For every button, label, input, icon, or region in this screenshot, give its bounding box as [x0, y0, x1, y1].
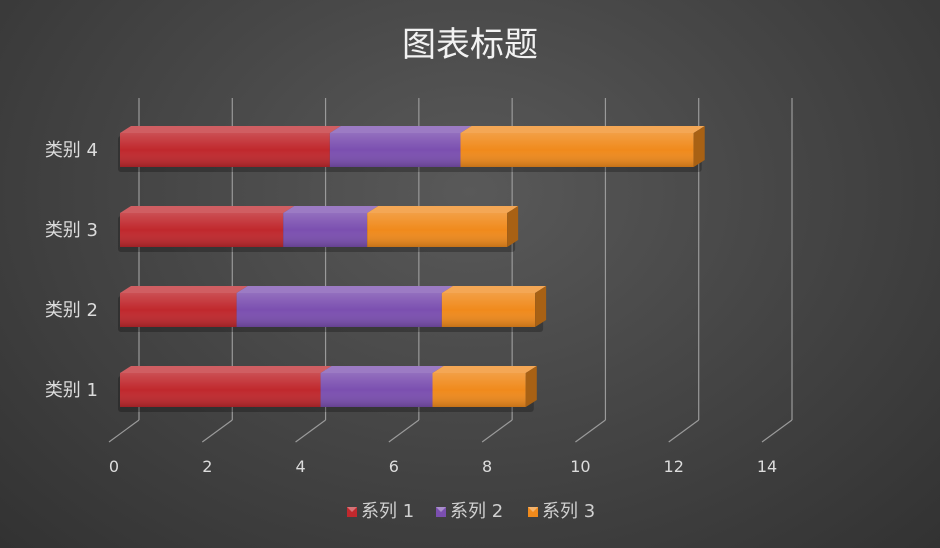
x-tick-label: 8: [482, 457, 492, 476]
x-tick-label: 14: [757, 457, 777, 476]
legend: 系列 1 系列 2 系列 3: [347, 501, 595, 522]
bar-group: [118, 286, 547, 332]
legend-swatch-top: [528, 507, 538, 512]
bar-highlight: [120, 373, 321, 407]
gridline-floor: [668, 419, 700, 443]
bar-highlight: [329, 133, 461, 167]
category-label: 类别 2: [45, 300, 98, 321]
bar-segment: [120, 366, 332, 407]
bar-segment: [120, 126, 341, 167]
gridline-floor: [481, 419, 513, 443]
bar-end-face: [535, 286, 547, 327]
x-tick-label: 4: [295, 457, 305, 476]
x-tick-label: 0: [109, 457, 119, 476]
legend-item: 系列 3: [528, 501, 595, 522]
bar-top-face: [367, 206, 519, 213]
bar-highlight: [441, 293, 536, 327]
bar-segment: [283, 206, 379, 247]
bar-segment: [120, 286, 248, 327]
legend-label: 系列 3: [542, 501, 595, 522]
bar-end-face: [693, 126, 705, 167]
bar-top-face: [320, 366, 444, 373]
gridline-floor: [201, 419, 233, 443]
category-label: 类别 1: [45, 380, 98, 401]
x-tick-label: 2: [202, 457, 212, 476]
bar-top-face: [120, 206, 295, 213]
bar-group: [118, 366, 537, 412]
bar-highlight: [120, 133, 330, 167]
bar-top-face: [120, 126, 341, 133]
bar-top-face: [441, 286, 547, 293]
bar-group: [118, 126, 705, 172]
legend-item: 系列 1: [347, 501, 414, 522]
category-label: 类别 3: [45, 220, 98, 241]
bars: [118, 126, 705, 412]
bar-highlight: [283, 213, 368, 247]
category-label: 类别 4: [45, 140, 98, 161]
legend-swatch-top: [436, 507, 446, 512]
x-tick-label: 10: [570, 457, 590, 476]
bar-top-face: [329, 126, 472, 133]
gridline-floor: [295, 419, 326, 443]
bar-highlight: [320, 373, 433, 407]
bar-segment: [329, 126, 472, 167]
bar-highlight: [460, 133, 694, 167]
bar-segment: [460, 126, 705, 167]
bar-end-face: [507, 206, 519, 247]
bar-end-face: [525, 366, 537, 407]
bar-highlight: [236, 293, 442, 327]
gridline-floor: [388, 419, 420, 443]
bar-highlight: [432, 373, 526, 407]
x-axis-tick-labels: 0 2 4 6 8 10 12 14: [109, 457, 777, 476]
legend-swatch-top: [347, 507, 357, 512]
bar-top-face: [432, 366, 537, 373]
bar-segment: [367, 206, 519, 247]
bar-top-face: [236, 286, 453, 293]
gridline-floor: [761, 419, 793, 443]
bar-segment: [120, 206, 295, 247]
category-labels: 类别 1 类别 2 类别 3 类别 4: [45, 140, 98, 401]
bar-top-face: [120, 286, 248, 293]
legend-label: 系列 2: [450, 501, 503, 522]
legend-label: 系列 1: [361, 501, 414, 522]
chart-title: 图表标题: [402, 25, 538, 65]
bar-group: [118, 206, 519, 252]
bar-top-face: [460, 126, 705, 133]
bar-segment: [236, 286, 453, 327]
bar-top-face: [283, 206, 379, 213]
bar-highlight: [120, 213, 284, 247]
x-tick-label: 12: [664, 457, 684, 476]
gridline-floor: [575, 419, 606, 443]
bar-highlight: [120, 293, 237, 327]
bar-segment: [441, 286, 547, 327]
legend-item: 系列 2: [436, 501, 503, 522]
bar-top-face: [120, 366, 332, 373]
bar-segment: [432, 366, 537, 407]
x-tick-label: 6: [389, 457, 399, 476]
gridline-floor: [108, 419, 140, 443]
bar-segment: [320, 366, 444, 407]
bar-highlight: [367, 213, 508, 247]
